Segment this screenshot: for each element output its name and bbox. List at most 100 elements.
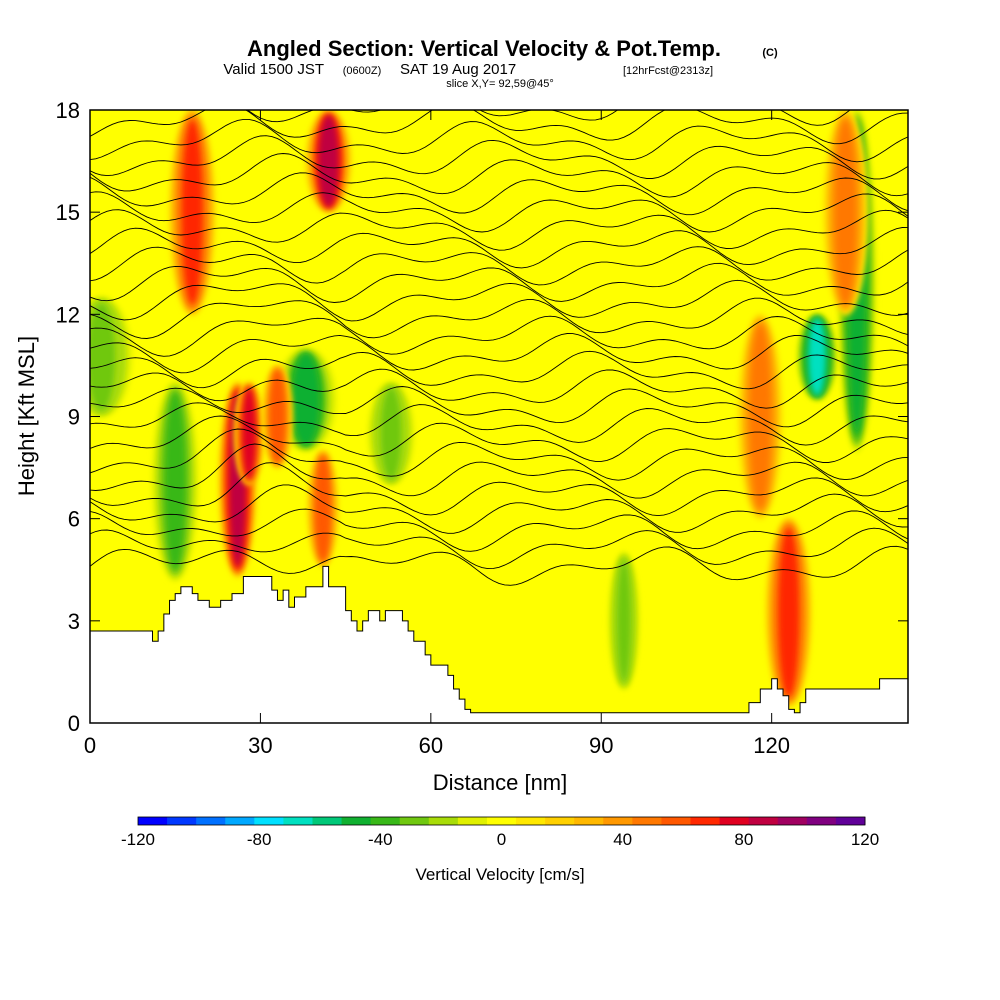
isentrope-line <box>90 386 908 428</box>
colorbar-swatch <box>341 817 372 825</box>
y-tick-label: 12 <box>56 302 80 327</box>
colorbar-swatch <box>138 817 168 825</box>
valid-date: SAT 19 Aug 2017 <box>400 61 516 78</box>
isentrope-line <box>90 191 908 233</box>
isentrope-line <box>90 527 908 570</box>
isentrope-line <box>90 279 908 322</box>
isentrope-line <box>246 110 851 126</box>
chart-title: Angled Section: Vertical Velocity & Pot.… <box>247 36 721 61</box>
updraft-region <box>750 324 771 509</box>
isentrope-line <box>90 508 908 552</box>
colorbar-tick-label: -80 <box>247 830 272 849</box>
colorbar-title: Vertical Velocity [cm/s] <box>415 865 584 884</box>
y-tick-label: 9 <box>68 405 80 430</box>
colorbar-swatch <box>574 817 604 825</box>
colorbar-swatch <box>719 817 750 825</box>
isentrope-line <box>90 315 908 357</box>
colorbar-swatch <box>748 817 779 825</box>
colorbar-swatch <box>457 817 488 825</box>
isentrope-line <box>90 545 908 586</box>
updraft-region <box>242 387 256 480</box>
updraft-region <box>316 456 330 561</box>
x-tick-label: 60 <box>419 733 443 758</box>
colorbar-swatch <box>196 817 226 825</box>
colorbar-swatch <box>603 817 633 825</box>
colorbar-swatch <box>428 817 459 825</box>
colorbar-swatch <box>806 817 837 825</box>
colorbar-swatch <box>661 817 692 825</box>
colorbar-tick-label: -120 <box>121 830 155 849</box>
colorbar: -120 -80 -40 0 40 80 120 <box>121 816 879 849</box>
colorbar-swatch <box>777 817 808 825</box>
updraft-region <box>182 120 203 305</box>
colorbar-swatch <box>370 817 401 825</box>
downdraft-region <box>617 559 631 683</box>
updraft-region <box>270 370 285 463</box>
colorbar-swatch <box>516 817 546 825</box>
valid-prefix: Valid 1500 JST <box>223 61 324 78</box>
colorbar-swatch <box>486 817 517 825</box>
colorbar-swatch <box>254 817 284 825</box>
isentrope-line <box>90 153 908 198</box>
y-tick-label: 18 <box>56 98 80 123</box>
colorbar-swatch <box>690 817 721 825</box>
downdraft-region <box>380 387 402 480</box>
x-tick-label: 120 <box>753 733 790 758</box>
axis-ticks: 0 30 60 90 120 0 3 6 9 12 15 18 <box>56 98 908 758</box>
y-tick-label: 15 <box>56 200 80 225</box>
chart-subtitle: Valid 1500 JST (0600Z) SAT 19 Aug 2017 [… <box>223 61 713 78</box>
colorbar-tick-label: 0 <box>497 830 506 849</box>
colorbar-tick-label: 40 <box>613 830 632 849</box>
colorbar-swatch <box>167 817 197 825</box>
isentrope-line <box>90 443 908 499</box>
y-tick-label: 3 <box>68 609 80 634</box>
downdraft-region <box>164 392 186 571</box>
colorbar-swatch <box>632 817 662 825</box>
updraft-region <box>778 528 799 697</box>
isentrope-line <box>90 172 908 216</box>
downdraft-region <box>808 318 826 396</box>
updraft-region <box>835 120 856 305</box>
downdraft-region <box>90 303 115 411</box>
isentrope-line <box>90 246 908 286</box>
colorbar-swatch <box>835 817 866 825</box>
isentrope-line <box>90 350 908 390</box>
isentrope-line <box>90 226 908 269</box>
isentrope-line <box>90 368 908 409</box>
colorbar-swatch <box>399 817 430 825</box>
plot-field <box>90 110 908 723</box>
colorbar-tick-label: -40 <box>368 830 393 849</box>
isentrope-line <box>90 262 908 303</box>
isentrope-line <box>90 135 908 180</box>
isentrope-line <box>90 402 908 446</box>
y-tick-label: 6 <box>68 507 80 532</box>
slice-label: slice X,Y= 92,59@45° <box>446 78 554 90</box>
isentrope-line <box>90 484 908 534</box>
valid-utc: (0600Z) <box>343 65 382 77</box>
chart-title-block: Angled Section: Vertical Velocity & Pot.… <box>223 36 778 90</box>
chart-title-unit: (C) <box>762 47 778 59</box>
forecast-label: [12hrFcst@2313z] <box>623 65 713 77</box>
y-tick-label: 0 <box>68 711 80 736</box>
colorbar-swatch <box>545 817 575 825</box>
colorbar-tick-label: 120 <box>851 830 879 849</box>
colorbar-swatch <box>283 817 313 825</box>
x-tick-label: 90 <box>589 733 613 758</box>
updraft-region <box>318 115 339 208</box>
isentrope-line <box>90 118 908 163</box>
isentrope-line <box>90 333 908 374</box>
isentrope-line <box>90 415 908 463</box>
isentrope-line <box>90 428 908 481</box>
isentrope-contours <box>90 110 908 586</box>
y-axis-label: Height [Kft MSL] <box>14 336 39 496</box>
velocity-field <box>90 110 877 708</box>
terrain-profile <box>90 565 908 723</box>
colorbar-tick-label: 80 <box>734 830 753 849</box>
colorbar-frame <box>137 816 866 826</box>
x-tick-label: 30 <box>248 733 272 758</box>
colorbar-swatch <box>225 817 255 825</box>
isentrope-line <box>90 209 908 251</box>
isentrope-line <box>90 297 908 339</box>
x-tick-label: 0 <box>84 733 96 758</box>
